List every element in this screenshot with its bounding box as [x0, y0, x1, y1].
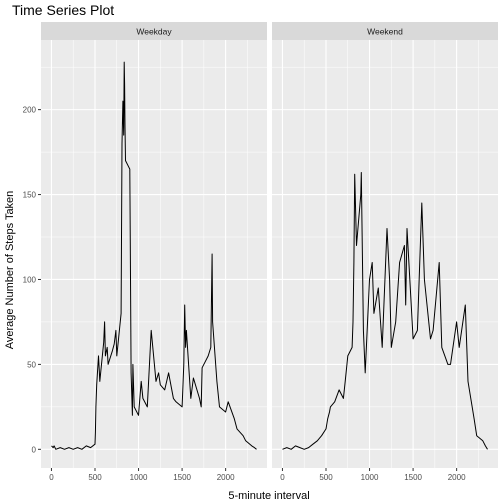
facet-panel-weekend: Weekend 0 500 1000 1500 2000	[272, 22, 498, 482]
y-tick-label: 50	[27, 360, 36, 369]
x-tick-label: 2000	[217, 473, 235, 482]
series-line-weekday	[51, 61, 257, 450]
panel-background	[272, 40, 498, 468]
x-tick-label: 0	[49, 473, 54, 482]
x-tick-label: 1000	[361, 473, 379, 482]
chart-title: Time Series Plot	[12, 2, 114, 18]
facet-strip-label: Weekday	[136, 27, 172, 37]
x-tick-label: 0	[280, 473, 285, 482]
facet-strip	[272, 22, 498, 40]
y-tick-label: 150	[23, 191, 37, 200]
y-tick-label: 200	[23, 106, 37, 115]
x-tick-label: 2000	[448, 473, 466, 482]
panel-background	[41, 40, 267, 468]
x-tick-label: 1000	[130, 473, 148, 482]
x-tick-label: 500	[88, 473, 102, 482]
facet-strip-label: Weekend	[367, 27, 403, 37]
x-tick-label: 1500	[173, 473, 191, 482]
series-line-weekend	[282, 172, 488, 450]
facet-strip	[41, 22, 267, 40]
facet-panels: Weekday 0 500 1000 1500 2000 0 50 100 150 200 Weeke…	[23, 22, 498, 482]
y-tick-label: 100	[23, 275, 37, 284]
x-tick-label: 1500	[404, 473, 422, 482]
x-axis-title: 5-minute interval	[228, 490, 309, 502]
y-axis-title: Average Number of Steps Taken	[4, 191, 16, 350]
y-tick-label: 0	[32, 445, 37, 454]
x-tick-label: 500	[319, 473, 333, 482]
facet-panel-weekday: Weekday 0 500 1000 1500 2000 0 50 100 150 200	[23, 22, 267, 482]
